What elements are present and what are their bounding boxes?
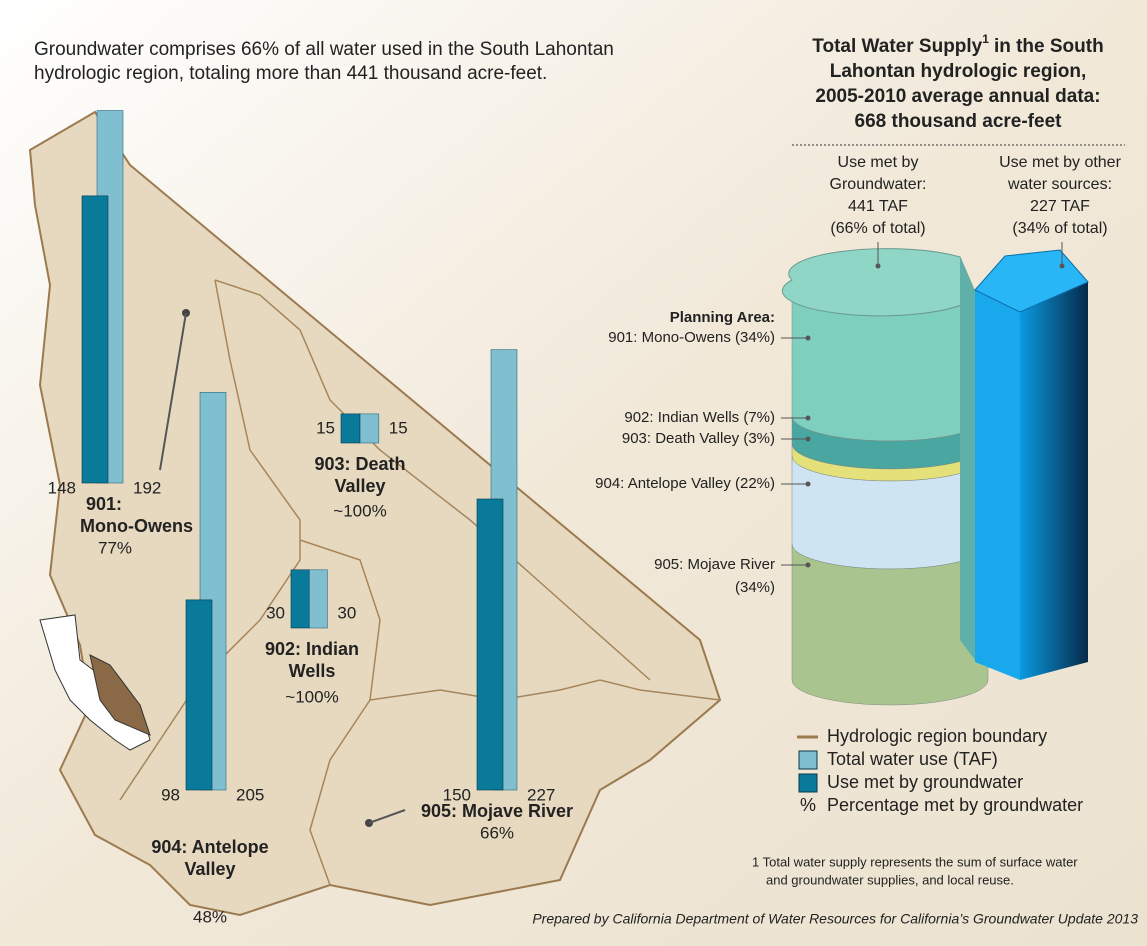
cut-face (960, 257, 975, 660)
cylinder-top (781, 248, 976, 317)
legend-label: Percentage met by groundwater (827, 795, 1083, 815)
segment-label: (34%) (735, 579, 775, 596)
area-name: Mono-Owens (80, 516, 193, 536)
legend-label: Use met by groundwater (827, 772, 1023, 792)
groundwater-label: (66% of total) (830, 220, 925, 237)
leader-dot (805, 436, 811, 442)
segment-label: 904: Antelope Valley (22%) (595, 475, 775, 492)
total-value: 15 (389, 418, 408, 437)
legend-swatch (798, 750, 818, 770)
boundary (369, 679, 721, 701)
groundwater-label: Groundwater: (830, 176, 927, 193)
area-percent: 77% (98, 538, 132, 557)
legend-symbol: % (800, 795, 816, 815)
title-part: 1 (982, 32, 989, 46)
pointer-dot (1059, 263, 1065, 269)
callout-line (159, 312, 187, 471)
area-name: 901: (86, 494, 122, 514)
groundwater-bar (340, 413, 361, 444)
legend-swatch (798, 773, 818, 793)
area-name: 903: Death (314, 454, 405, 474)
total-bar (359, 413, 380, 444)
groundwater-value: 150 (443, 785, 471, 804)
total-value: 205 (236, 785, 264, 804)
total-value: 30 (337, 603, 356, 622)
other-sources-label: water sources: (1007, 176, 1112, 193)
leader-dot (805, 481, 811, 487)
supply-title: Lahontan hydrologic region, (830, 61, 1087, 82)
area-percent: ~100% (285, 687, 338, 706)
other-sources-label: Use met by other (999, 154, 1122, 171)
segment-label: 903: Death Valley (3%) (622, 430, 775, 447)
title-part: in the South (994, 36, 1104, 57)
leader-dot (805, 415, 811, 421)
footnote: 1 Total water supply represents the sum … (752, 854, 1078, 869)
groundwater-bar (81, 195, 109, 484)
area-percent: 48% (193, 907, 227, 926)
footnote: and groundwater supplies, and local reus… (766, 872, 1014, 887)
groundwater-label: Use met by (838, 154, 919, 171)
supply-title: Total Water Supply1 in the South (812, 32, 1103, 57)
area-name: 904: Antelope (151, 837, 268, 857)
area-percent: 66% (480, 823, 514, 842)
total-value: 227 (527, 785, 555, 804)
total-value: 192 (133, 478, 161, 497)
groundwater-value: 15 (316, 418, 335, 437)
intro-text: hydrologic region, totaling more than 44… (34, 63, 547, 84)
segment-label: 902: Indian Wells (7%) (624, 409, 775, 426)
credit: Prepared by California Department of Wat… (532, 911, 1138, 927)
area-percent: ~100% (333, 501, 386, 520)
intro-text: Groundwater comprises 66% of all water u… (34, 39, 614, 60)
area-name: Valley (334, 476, 385, 496)
title-part: Total Water Supply (812, 36, 982, 57)
supply-title: 668 thousand acre-feet (855, 111, 1063, 132)
segment-label: 905: Mojave River (654, 556, 775, 573)
other-sources-label: 227 TAF (1030, 198, 1090, 215)
other-sources-label: (34% of total) (1012, 220, 1107, 237)
legend-label: Hydrologic region boundary (827, 726, 1047, 746)
planning-area-heading: Planning Area: (670, 309, 775, 326)
leader-dot (805, 562, 811, 568)
total-bar (308, 569, 328, 629)
pointer-dot (875, 263, 881, 269)
area-name: Wells (289, 661, 336, 681)
groundwater-bar (476, 498, 504, 791)
groundwater-value: 148 (48, 478, 76, 497)
area-name: Valley (184, 859, 235, 879)
cylinder-segment (791, 543, 989, 706)
supply-title: 2005-2010 average annual data: (815, 86, 1100, 107)
groundwater-value: 98 (161, 785, 180, 804)
groundwater-label: 441 TAF (848, 198, 908, 215)
boundary (119, 279, 301, 801)
legend-label: Total water use (TAF) (827, 749, 998, 769)
area-name: 905: Mojave River (421, 801, 573, 821)
groundwater-value: 30 (266, 603, 285, 622)
other-front (1020, 282, 1088, 680)
callout-line (368, 809, 406, 824)
area-name: 902: Indian (265, 639, 359, 659)
groundwater-bar (185, 599, 213, 791)
leader-dot (805, 335, 811, 341)
california-inset (39, 614, 151, 751)
segment-label: 901: Mono-Owens (34%) (608, 329, 775, 346)
groundwater-bar (290, 569, 310, 629)
region-highlight (89, 654, 151, 736)
other-side (975, 290, 1020, 680)
